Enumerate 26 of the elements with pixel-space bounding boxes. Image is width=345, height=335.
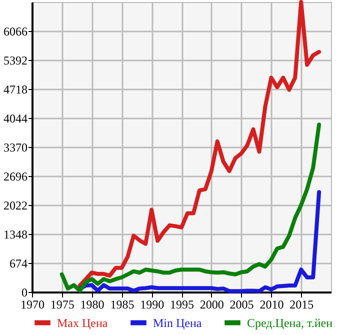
- legend-label: Max Цена: [57, 316, 108, 330]
- line-series: [78, 190, 322, 294]
- x-tick-label: 1975: [50, 298, 74, 312]
- y-tick-label: 3370: [4, 140, 28, 154]
- line-series: [78, 0, 322, 288]
- x-tick-label: 1995: [170, 298, 194, 312]
- x-tick-label: 2000: [200, 298, 224, 312]
- x-tick-label: 1990: [140, 298, 164, 312]
- legend-label: Сред.Цена, т.йен: [247, 316, 334, 330]
- x-tick-label: 1985: [110, 298, 134, 312]
- x-tick-label: 2015: [290, 298, 314, 312]
- x-tick-label: 2005: [230, 298, 254, 312]
- y-tick-label: 5392: [4, 54, 28, 68]
- line-series: [60, 122, 322, 293]
- y-tick-label: 2022: [4, 198, 28, 212]
- y-tick-label: 4718: [4, 82, 28, 96]
- x-tick-label: 1980: [80, 298, 104, 312]
- legend-label: Min Цена: [153, 316, 202, 330]
- x-tick-label: 2010: [260, 298, 284, 312]
- y-tick-label: 2696: [4, 170, 28, 184]
- y-tick-label: 674: [10, 256, 28, 270]
- y-tick-label: 1348: [4, 228, 28, 242]
- y-tick-label: 6066: [4, 24, 28, 38]
- x-tick-label: 1970: [20, 298, 44, 312]
- y-tick-label: 4044: [4, 112, 28, 126]
- y-tick-label: 0: [22, 286, 28, 300]
